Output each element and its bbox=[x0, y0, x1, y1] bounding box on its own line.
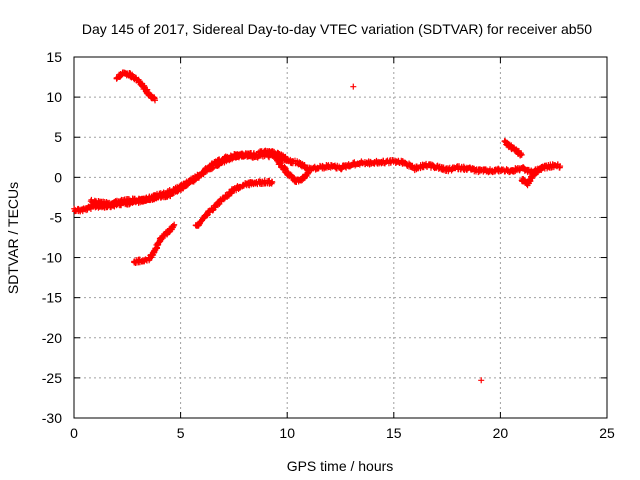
data-point bbox=[269, 179, 276, 186]
y-tick-label: -15 bbox=[42, 290, 62, 306]
data-point bbox=[203, 212, 210, 219]
data-point bbox=[305, 169, 312, 176]
data-point bbox=[284, 155, 291, 162]
data-point bbox=[540, 164, 547, 171]
series-outliers bbox=[350, 83, 485, 384]
data-point bbox=[518, 151, 525, 158]
y-tick-label: -10 bbox=[42, 250, 62, 266]
y-tick-label: 15 bbox=[46, 49, 62, 65]
data-point bbox=[87, 205, 94, 212]
series-dip-arc bbox=[274, 155, 312, 185]
series-deep-segment bbox=[131, 221, 178, 266]
series-upper-branch bbox=[87, 147, 291, 208]
y-tick-label: 0 bbox=[54, 169, 62, 185]
x-tick-label: 15 bbox=[386, 425, 402, 441]
y-axis-label: SDTVAR / TECUs bbox=[5, 182, 21, 294]
series-late-arc bbox=[501, 137, 525, 159]
data-point bbox=[171, 221, 178, 228]
y-tick-label: 5 bbox=[54, 129, 62, 145]
y-tick-label: -5 bbox=[50, 209, 63, 225]
x-tick-label: 0 bbox=[70, 425, 78, 441]
series-late-dip bbox=[518, 164, 547, 189]
y-tick-label: 10 bbox=[46, 89, 62, 105]
chart-title: Day 145 of 2017, Sidereal Day-to-day VTE… bbox=[82, 21, 592, 37]
axis-ticks bbox=[73, 56, 608, 419]
series-main-track bbox=[71, 150, 564, 215]
data-point bbox=[152, 97, 159, 104]
grid-lines bbox=[74, 57, 607, 418]
data-points bbox=[71, 69, 564, 384]
data-point bbox=[478, 377, 485, 384]
plot-frame bbox=[73, 56, 608, 419]
data-point bbox=[451, 164, 458, 171]
x-tick-label: 5 bbox=[177, 425, 185, 441]
x-tick-label: 20 bbox=[493, 425, 509, 441]
series-high-arc bbox=[113, 69, 159, 104]
y-tick-label: -30 bbox=[42, 410, 62, 426]
tick-labels: 0 5 10 15 20 25 -30 -25 -20 -15 -10 -5 0 5 10 15 bbox=[42, 49, 615, 441]
data-point bbox=[350, 83, 357, 90]
series-lower-branch bbox=[192, 177, 276, 229]
y-tick-label: -20 bbox=[42, 330, 62, 346]
data-point bbox=[557, 163, 564, 170]
x-tick-label: 25 bbox=[599, 425, 615, 441]
x-tick-label: 10 bbox=[279, 425, 295, 441]
x-axis-label: GPS time / hours bbox=[287, 458, 394, 474]
y-tick-label: -25 bbox=[42, 370, 62, 386]
